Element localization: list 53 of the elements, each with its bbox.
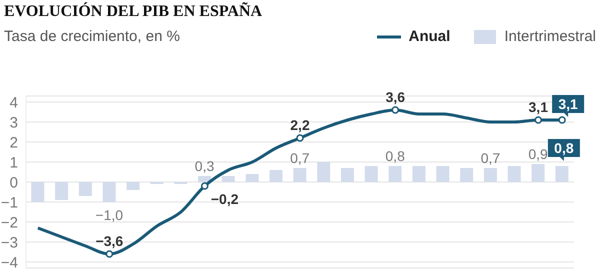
data-label: −0,2	[210, 191, 239, 207]
data-label: −1,0	[95, 207, 124, 223]
data-label: 0,8	[385, 148, 406, 164]
bar	[293, 168, 306, 182]
bar	[102, 182, 116, 202]
y-tick-label: 1	[10, 154, 18, 172]
bar	[198, 176, 212, 182]
point	[558, 116, 566, 124]
data-label: 3,6	[386, 89, 406, 105]
data-label: 0,9	[528, 146, 548, 162]
bar	[532, 164, 545, 182]
y-tick-label: 0	[10, 174, 18, 192]
bar	[412, 166, 426, 182]
point	[392, 106, 400, 114]
y-tick-label: −3	[0, 234, 18, 252]
point	[200, 182, 208, 190]
bar	[388, 166, 402, 182]
bar	[364, 166, 378, 182]
y-tick-label: −1	[0, 194, 18, 212]
bar	[317, 162, 330, 182]
y-tick-label: 3	[10, 114, 18, 132]
legend-label: Intertrimestral	[504, 28, 596, 45]
bar	[31, 182, 44, 202]
y-tick-label: −2	[0, 214, 18, 232]
y-tick-label: 4	[10, 94, 18, 112]
point	[296, 134, 304, 142]
data-label: 0,7	[290, 150, 310, 166]
data-label: −3,6	[96, 233, 124, 249]
point	[106, 250, 114, 258]
legend-label: Anual	[408, 28, 450, 45]
bar	[340, 168, 354, 182]
chart-title: EVOLUCIÓN DEL PIB EN ESPAÑA	[4, 3, 262, 21]
bar	[246, 174, 259, 182]
y-tick-label: −4	[0, 254, 18, 269]
bar	[484, 168, 497, 182]
bar	[126, 182, 140, 190]
data-label: 0,8	[554, 140, 574, 156]
bar	[436, 166, 450, 182]
data-label: 3,1	[558, 96, 578, 112]
bar	[508, 166, 521, 182]
bar	[460, 168, 474, 182]
bar	[55, 182, 68, 200]
data-label: 0,3	[194, 158, 214, 174]
data-label: 2,2	[290, 117, 310, 133]
data-label: 3,1	[528, 99, 548, 115]
chart-subtitle: Tasa de crecimiento, en %	[4, 28, 180, 45]
bar	[222, 176, 235, 182]
y-tick-label: 2	[10, 134, 18, 152]
point	[534, 116, 542, 124]
bar	[555, 166, 568, 182]
bar	[78, 182, 92, 196]
bar	[270, 170, 283, 182]
data-label: 0,7	[480, 150, 500, 166]
